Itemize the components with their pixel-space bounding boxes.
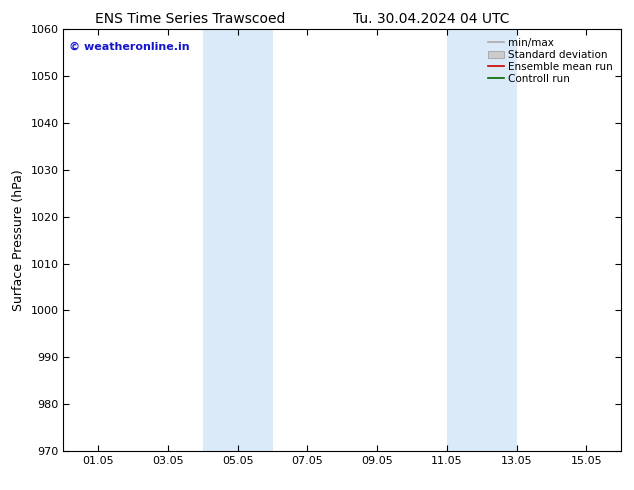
Bar <box>203 29 273 451</box>
Bar <box>447 29 517 451</box>
Y-axis label: Surface Pressure (hPa): Surface Pressure (hPa) <box>12 169 25 311</box>
Legend: min/max, Standard deviation, Ensemble mean run, Controll run: min/max, Standard deviation, Ensemble me… <box>485 35 616 87</box>
Text: ENS Time Series Trawscoed: ENS Time Series Trawscoed <box>95 12 285 26</box>
Text: Tu. 30.04.2024 04 UTC: Tu. 30.04.2024 04 UTC <box>353 12 509 26</box>
Text: © weatheronline.in: © weatheronline.in <box>69 42 190 52</box>
